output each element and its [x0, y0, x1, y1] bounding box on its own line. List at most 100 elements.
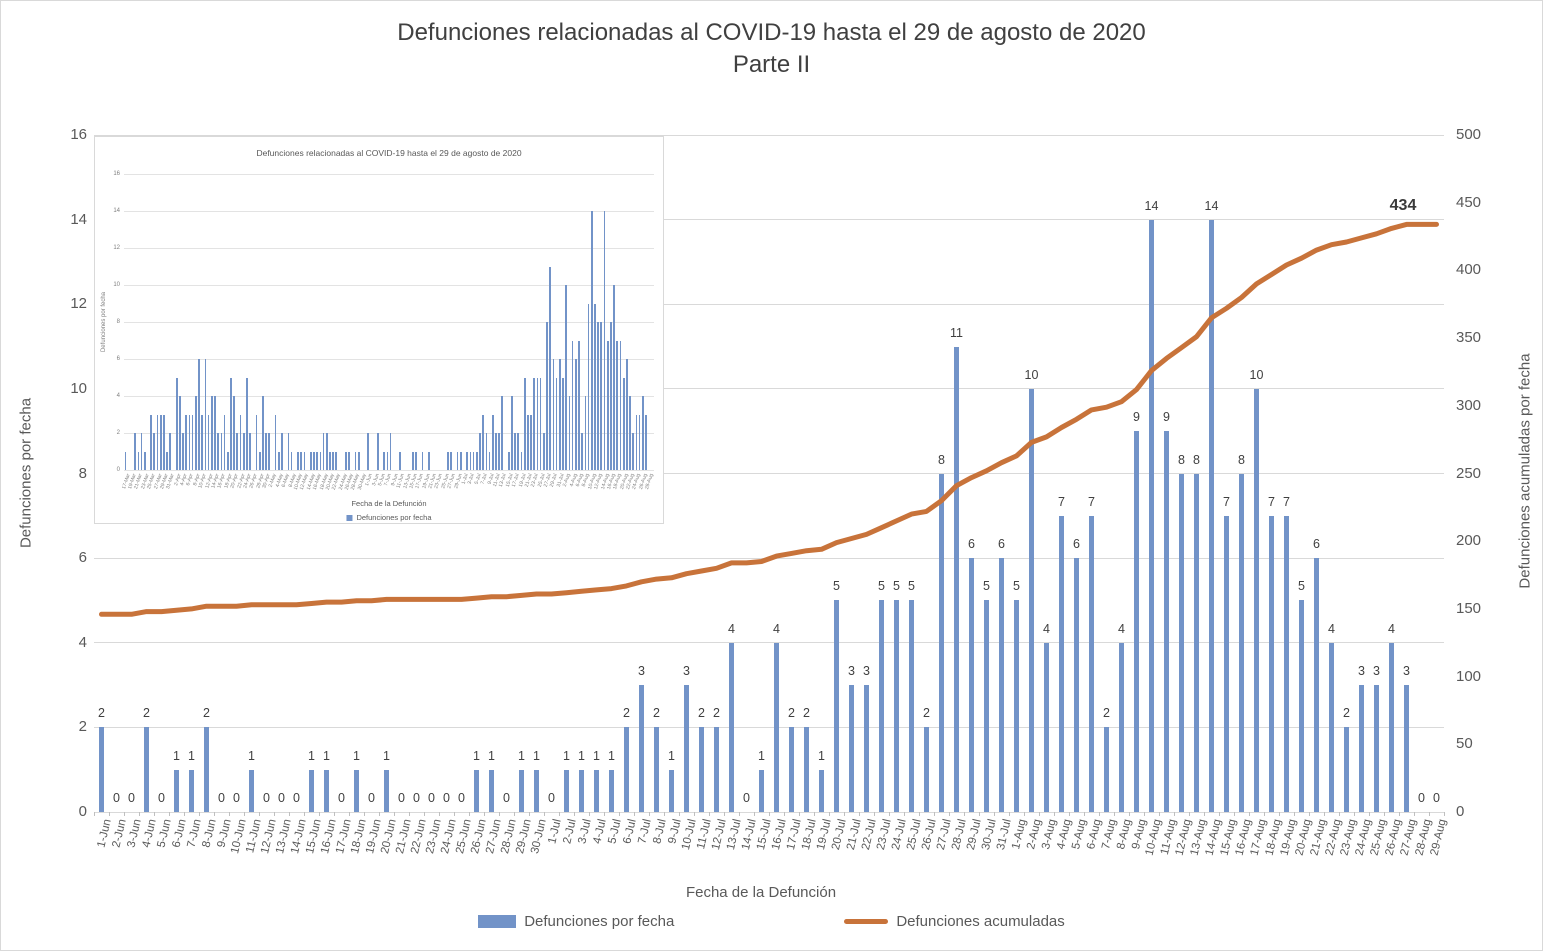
bar-value-label: 5	[983, 579, 990, 594]
inset-bar	[536, 377, 539, 470]
right-axis-tick-label: 450	[1456, 193, 1482, 211]
bar	[309, 769, 314, 812]
x-axis-tickmark	[439, 812, 440, 816]
bar-value-label: 4	[1328, 621, 1335, 636]
bar	[384, 769, 389, 812]
inset-bar	[217, 433, 220, 470]
x-axis-tickmark	[469, 812, 470, 816]
bar-value-label: 1	[188, 748, 195, 763]
x-axis-tickmark	[994, 812, 995, 816]
right-axis-tick-label: 400	[1456, 261, 1482, 279]
inset-bar	[491, 414, 494, 470]
bar-value-label: 0	[218, 791, 225, 805]
inset-bar	[533, 377, 536, 470]
x-axis-tickmark	[1399, 812, 1400, 816]
bar-value-label: 3	[863, 664, 870, 679]
inset-bar	[175, 377, 178, 470]
bar	[849, 685, 854, 812]
legend-label-line: Defunciones acumuladas	[896, 913, 1065, 930]
inset-bar	[258, 451, 261, 470]
bar	[1344, 727, 1349, 812]
bar-value-label: 11	[950, 325, 963, 340]
inset-bar	[313, 451, 315, 470]
inset-bar	[124, 451, 127, 470]
inset-bar	[555, 377, 558, 470]
bar	[1359, 685, 1364, 812]
bar	[1209, 219, 1214, 812]
x-axis-tickmark	[874, 812, 875, 816]
left-axis-tick-label: 10	[70, 379, 87, 397]
x-axis-tickmark	[694, 812, 695, 816]
inset-bar	[156, 414, 159, 470]
x-axis-tickmark	[634, 812, 635, 816]
x-axis-tickmark	[814, 812, 815, 816]
x-axis-tickmark	[529, 812, 530, 816]
bar-value-label: 0	[743, 791, 750, 805]
right-axis-title: Defunciones acumuladas por fecha	[1516, 353, 1534, 589]
inset-bar	[376, 433, 379, 470]
bar-value-label: 10	[1249, 367, 1264, 382]
bar	[174, 769, 179, 812]
x-axis-tickmark	[919, 812, 920, 816]
inset-bar	[466, 451, 469, 470]
bar-value-label: 1	[323, 748, 330, 763]
inset-bar	[626, 359, 628, 470]
inset-bar	[383, 451, 386, 470]
x-axis-tickmark	[184, 812, 185, 816]
inset-gridline	[124, 432, 654, 434]
inset-bar	[198, 359, 200, 470]
bar	[1269, 515, 1274, 812]
inset-bar	[447, 451, 449, 470]
x-axis-tickmark	[379, 812, 380, 816]
bar-value-label: 7	[1088, 494, 1095, 509]
inset-bar	[600, 322, 603, 470]
bar	[624, 727, 629, 812]
inset-y-tick-label: 8	[116, 318, 120, 325]
inset-gridline	[124, 284, 654, 286]
bar	[759, 769, 764, 812]
inset-gridline	[124, 210, 654, 212]
x-axis-tickmark	[1324, 812, 1325, 816]
gridline	[94, 134, 1444, 136]
inset-bar	[498, 433, 500, 470]
bar	[774, 642, 779, 812]
inset-bar	[635, 414, 638, 470]
x-axis-tickmark	[1009, 812, 1010, 816]
inset-bar	[475, 451, 478, 470]
x-axis-tickmark	[1354, 812, 1355, 816]
x-axis-tickmark	[889, 812, 890, 816]
inset-y-tick-label: 6	[116, 355, 120, 362]
inset-bar	[300, 451, 303, 470]
inset-y-tick-label: 4	[116, 392, 120, 399]
gridline	[94, 219, 1444, 221]
bar	[564, 769, 569, 812]
inset-bar	[472, 451, 475, 470]
bar-value-label: 1	[578, 748, 585, 763]
inset-bar	[587, 303, 590, 470]
bar-value-label: 8	[938, 452, 945, 467]
inset-bar	[578, 340, 580, 470]
bar	[729, 642, 734, 812]
inset-bar	[584, 396, 587, 470]
inset-bar	[246, 377, 248, 470]
bar	[1194, 473, 1199, 812]
x-axis-tickmark	[1309, 812, 1310, 816]
x-axis-tickmark	[1294, 812, 1295, 816]
inset-gridline	[124, 395, 654, 397]
inset-bar	[527, 414, 529, 470]
bar-value-label: 1	[608, 748, 615, 763]
inset-bar	[169, 433, 172, 470]
inset-bar	[332, 451, 334, 470]
inset-bar	[159, 414, 162, 470]
bar	[519, 769, 524, 812]
bar-value-label: 1	[533, 748, 540, 763]
inset-bar	[194, 396, 197, 470]
x-axis-tickmark	[1429, 812, 1430, 816]
bar-value-label: 0	[548, 791, 555, 805]
bar	[534, 769, 539, 812]
inset-bar	[558, 359, 561, 470]
inset-bar	[597, 322, 599, 470]
inset-bar	[632, 433, 635, 470]
